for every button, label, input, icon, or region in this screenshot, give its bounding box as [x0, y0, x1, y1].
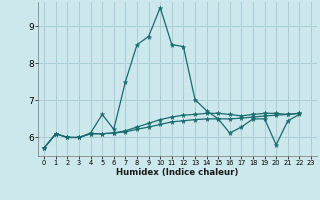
- X-axis label: Humidex (Indice chaleur): Humidex (Indice chaleur): [116, 168, 239, 177]
